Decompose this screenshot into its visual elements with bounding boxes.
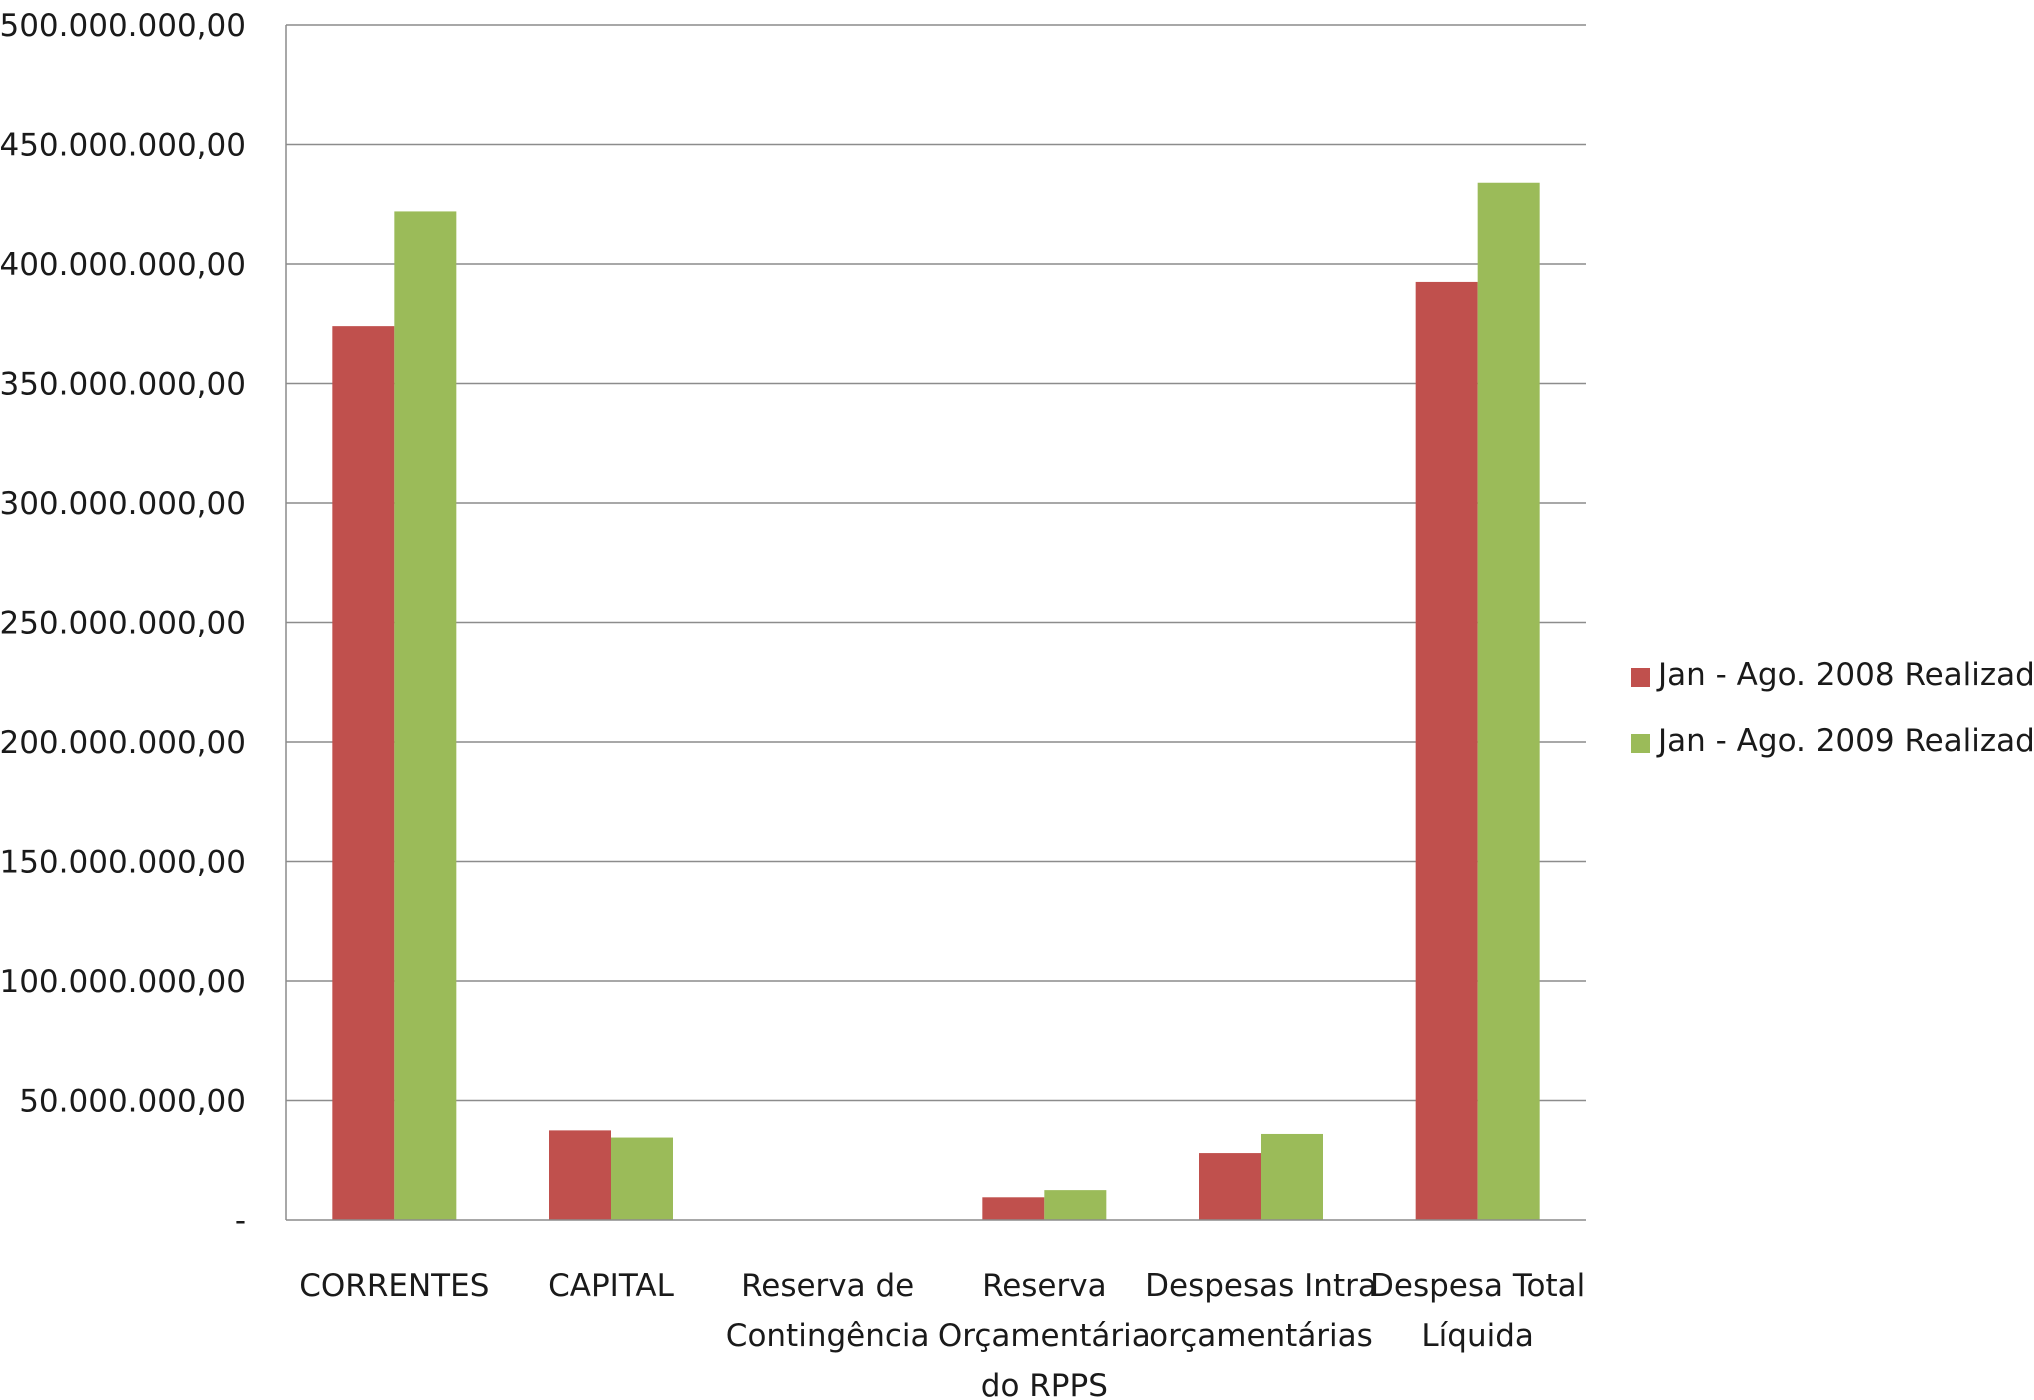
category-label: CORRENTES — [299, 1268, 489, 1304]
y-tick-label: 500.000.000,00 — [0, 8, 246, 44]
category-label: Reserva de — [741, 1268, 914, 1304]
y-tick-label: 250.000.000,00 — [0, 606, 246, 642]
gridlines — [286, 24, 1586, 1102]
legend-swatch — [1631, 734, 1650, 753]
bars — [332, 182, 1540, 1221]
category-label: Orçamentária — [938, 1318, 1151, 1354]
bar-series-1-6 — [1415, 281, 1478, 1220]
bar-series-2-5 — [1261, 1133, 1323, 1220]
category-label: CAPITAL — [548, 1268, 674, 1304]
y-tick-label: 50.000.000,00 — [19, 1084, 246, 1120]
legend-swatch — [1631, 668, 1650, 687]
category-label: Despesas Intra — [1145, 1268, 1377, 1304]
y-tick-label: 200.000.000,00 — [0, 725, 246, 761]
y-tick-label: 100.000.000,00 — [0, 964, 246, 1000]
legend: Jan - Ago. 2008 Realizado Jan - Ago. 2009… — [1631, 657, 2034, 759]
y-tick-label: 350.000.000,00 — [0, 367, 246, 403]
y-tick-label: - — [235, 1203, 246, 1239]
y-tick-label: 400.000.000,00 — [0, 247, 246, 283]
y-tick-label: 450.000.000,00 — [0, 128, 246, 164]
axes — [285, 25, 1586, 1221]
y-axis-tick-labels: - 50.000.000,00 100.000.000,00 150.000.000,… — [0, 8, 246, 1239]
category-label: Reserva — [982, 1268, 1107, 1304]
bar-series-2-4 — [1044, 1190, 1107, 1220]
category-label: do RPPS — [981, 1368, 1108, 1400]
category-label: orçamentárias — [1149, 1318, 1373, 1354]
legend-label: Jan - Ago. 2009 Realizado — [1656, 723, 2034, 759]
bar-series-2-1 — [394, 211, 457, 1221]
category-label: Despesa Total — [1370, 1268, 1585, 1304]
category-label: Contingência — [726, 1318, 930, 1354]
bar-series-2-6 — [1477, 182, 1540, 1221]
bar-series-1-1 — [332, 326, 395, 1220]
y-tick-label: 300.000.000,00 — [0, 486, 246, 522]
x-axis-category-labels: CORRENTES CAPITAL Reserva de Contingência Re… — [299, 1268, 1585, 1400]
y-tick-label: 150.000.000,00 — [0, 845, 246, 881]
legend-label: Jan - Ago. 2008 Realizado — [1656, 657, 2034, 693]
category-label: Líquida — [1421, 1318, 1534, 1354]
bar-series-1-5 — [1199, 1153, 1261, 1220]
bar-series-1-4 — [982, 1197, 1045, 1220]
bar-series-2-2 — [611, 1137, 673, 1220]
bar-series-1-2 — [549, 1130, 611, 1220]
